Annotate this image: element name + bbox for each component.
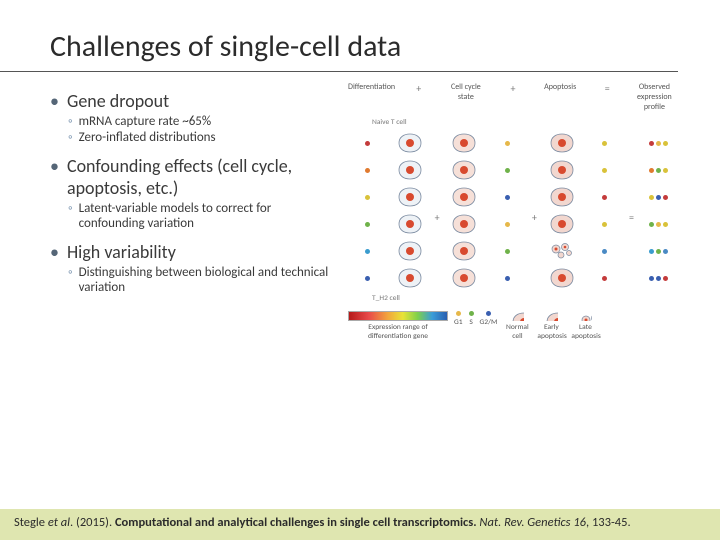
diff-dots [348, 131, 387, 290]
citation-year: . (2015). [70, 515, 115, 530]
plus-icon: + [489, 82, 536, 112]
cc-legend-item: G1 [454, 311, 463, 327]
sub-bullet-text: Zero-inflated distributions [79, 130, 216, 145]
sub-bullet-ring: ◦ [68, 265, 73, 295]
slide: Challenges of single-cell data • Gene dr… [0, 0, 720, 540]
equals-icon: = [584, 82, 631, 112]
bullet-text: Confounding effects (cell cycle, apoptos… [67, 155, 340, 199]
figure-headers: Differentiation + Cell cycle state + Apo… [348, 80, 678, 116]
cc-cells [445, 131, 484, 290]
bullet-3: • High variability [50, 241, 340, 263]
bullet-dot: • [50, 241, 59, 263]
figure-inner: Differentiation + Cell cycle state + Apo… [348, 80, 678, 341]
fig-top-label: Naive T cell [372, 118, 678, 127]
citation-etal: et al [48, 515, 70, 530]
fig-header: Differentiation [348, 82, 395, 112]
fig-bottom-label: T_H2 cell [372, 294, 678, 303]
sub-bullet: ◦ Latent-variable models to correct for … [68, 201, 340, 231]
plus-icon: + [395, 82, 442, 112]
sub-bullet-ring: ◦ [68, 201, 73, 231]
page-title: Challenges of single-cell data [0, 0, 678, 72]
apop-legend-item: Early apoptosis [537, 311, 565, 341]
apop-legend-item: Normal cell [503, 311, 531, 341]
fig-header: Apoptosis [537, 82, 584, 112]
sub-bullet-ring: ◦ [68, 130, 73, 145]
bullet-dot: • [50, 90, 59, 112]
legend-gradient-label: Expression range of differentiation gene [348, 323, 448, 341]
fig-header: Cell cycle state [442, 82, 489, 112]
apop-cells [542, 131, 581, 290]
cc-legend-item: S [469, 311, 474, 327]
bullet-list: • Gene dropout ◦ mRNA capture rate ~65% … [50, 80, 340, 341]
cc-legend-item: G2/M [480, 311, 498, 327]
citation-authors: Stegle [14, 515, 48, 530]
legend-gradient: Expression range of differentiation gene [348, 311, 448, 341]
sub-bullet-ring: ◦ [68, 114, 73, 129]
cc-legend: G1 S G2/M [454, 311, 497, 327]
apop-legend-item: Late apoptosis [571, 311, 599, 341]
figure: Differentiation + Cell cycle state + Apo… [340, 80, 670, 341]
plus-icon: + [433, 131, 441, 290]
sub-bullet-text: mRNA capture rate ~65% [79, 114, 212, 129]
sub-bullet-text: Latent-variable models to correct for co… [79, 201, 340, 231]
sub-bullet: ◦ Distinguishing between biological and … [68, 265, 340, 295]
observed-dots [639, 131, 678, 290]
legend: Expression range of differentiation gene… [348, 311, 678, 341]
apop-dots [585, 131, 624, 290]
citation-title: Computational and analytical challenges … [115, 515, 477, 530]
sub-bullet: ◦ Zero-inflated distributions [68, 130, 340, 145]
bullet-1: • Gene dropout [50, 90, 340, 112]
gradient-bar [348, 311, 448, 321]
bullet-2: • Confounding effects (cell cycle, apopt… [50, 155, 340, 199]
citation-journal: Nat. Rev. Genetics 16 [477, 515, 586, 530]
citation: Stegle et al. (2015). Computational and … [0, 509, 720, 540]
equals-icon: = [627, 131, 635, 290]
citation-pages: , 133-45. [586, 515, 631, 530]
sub-bullet: ◦ mRNA capture rate ~65% [68, 114, 340, 129]
apop-legend: Normal cell Early apoptosis Late apoptos… [503, 311, 599, 341]
bullet-text: Gene dropout [67, 90, 169, 112]
content: • Gene dropout ◦ mRNA capture rate ~65% … [0, 72, 720, 341]
plus-icon: + [530, 131, 538, 290]
sub-bullet-text: Distinguishing between biological and te… [79, 265, 340, 295]
fig-header: Observed expression profile [631, 82, 678, 112]
figure-grid: + + = [348, 131, 678, 290]
bullet-dot: • [50, 155, 59, 199]
cc-dots [488, 131, 527, 290]
bullet-text: High variability [67, 241, 176, 263]
diff-cells [391, 131, 430, 290]
